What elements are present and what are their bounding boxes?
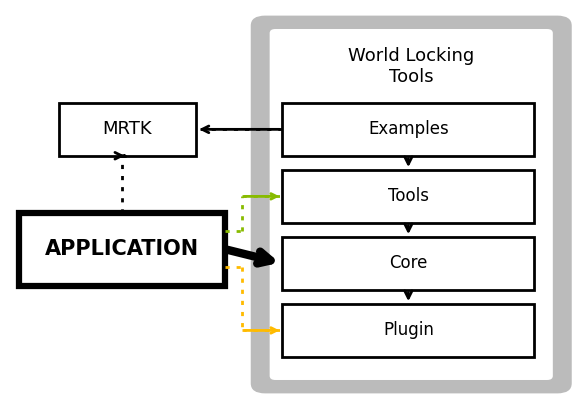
Text: Examples: Examples — [368, 120, 449, 138]
FancyBboxPatch shape — [18, 213, 225, 286]
FancyBboxPatch shape — [59, 103, 196, 156]
Text: Core: Core — [389, 254, 427, 272]
Text: APPLICATION: APPLICATION — [45, 239, 199, 259]
Text: Tools: Tools — [388, 187, 429, 205]
FancyBboxPatch shape — [282, 237, 535, 290]
FancyBboxPatch shape — [282, 103, 535, 156]
FancyBboxPatch shape — [282, 304, 535, 357]
FancyBboxPatch shape — [251, 16, 572, 393]
FancyBboxPatch shape — [270, 29, 553, 380]
Text: Plugin: Plugin — [383, 321, 434, 339]
Text: MRTK: MRTK — [103, 120, 152, 138]
FancyBboxPatch shape — [282, 170, 535, 223]
Text: World Locking
Tools: World Locking Tools — [348, 47, 475, 86]
